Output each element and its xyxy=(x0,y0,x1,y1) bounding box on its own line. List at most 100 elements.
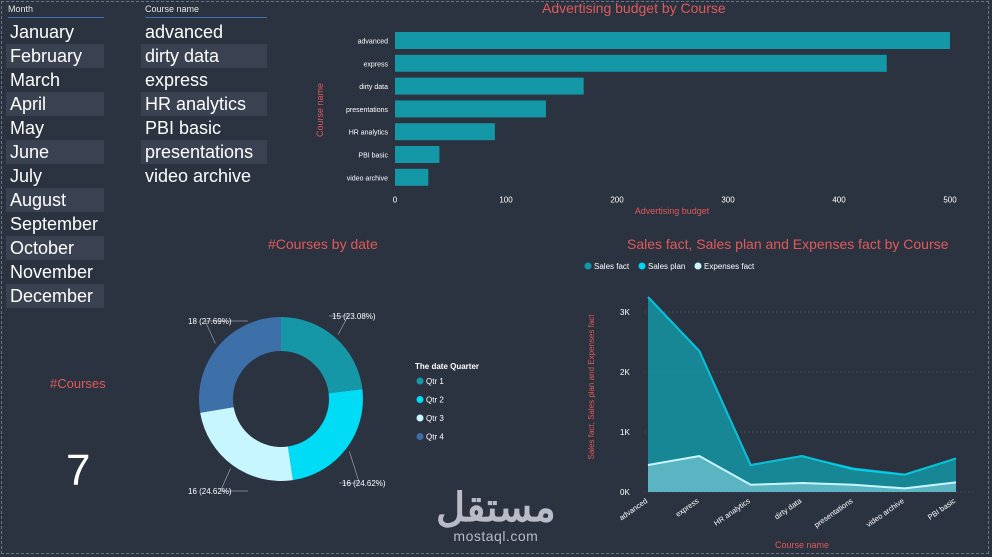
watermark-arabic: مستقل xyxy=(436,486,556,530)
legend-qtr-4: Qtr 4 xyxy=(426,433,444,442)
area-x-tick-pbi-basic: PBI basic xyxy=(926,496,957,522)
bar-dirty-data xyxy=(395,77,584,95)
area-y-tick-2000: 2K xyxy=(620,368,630,377)
bar-presentations xyxy=(395,100,546,118)
donut-leader-qtr-4 xyxy=(204,320,248,344)
kpi-value: 7 xyxy=(66,446,91,495)
x-tick-100: 100 xyxy=(499,196,513,205)
bar-label-express: express xyxy=(363,61,388,68)
course-item-advanced[interactable]: advanced xyxy=(145,22,224,42)
x-tick-500: 500 xyxy=(943,196,957,205)
bar-label-dirty-data: dirty data xyxy=(359,84,388,91)
kpi-label: #Courses xyxy=(50,376,106,391)
bar-label-hr-analytics: HR analytics xyxy=(349,130,389,137)
course-item-presentations[interactable]: presentations xyxy=(141,140,267,164)
donut-slice-qtr-4 xyxy=(199,317,281,413)
month-item-november[interactable]: November xyxy=(10,262,94,282)
donut-label-qtr-3: 16 (24.62%) xyxy=(188,487,232,496)
month-item-september[interactable]: September xyxy=(10,214,99,234)
bar-label-pbi-basic: PBI basic xyxy=(358,153,388,160)
area-y-tick-1000: 1K xyxy=(620,428,630,437)
month-item-july[interactable]: July xyxy=(10,166,43,186)
area-legend-dot-expenses-fact xyxy=(694,262,702,270)
advertising-bar-chart: advanced express dirty data presentations HR… xyxy=(315,32,957,216)
month-item-december[interactable]: December xyxy=(6,284,104,308)
bar-label-presentations: presentations xyxy=(346,107,389,114)
donut-chart-title: #Courses by date xyxy=(268,236,378,252)
donut-legend-title: The date Quarter xyxy=(415,362,479,371)
bar-y-axis-label: Course name xyxy=(315,83,325,137)
x-tick-300: 300 xyxy=(721,196,735,205)
course-slicer[interactable]: advanced dirty data express HR analytics PBI… xyxy=(141,20,267,188)
month-slicer[interactable]: January February March April May June July Augu… xyxy=(6,20,104,308)
month-item-january[interactable]: January xyxy=(10,22,75,42)
donut-label-qtr-4: 18 (27.69%) xyxy=(188,317,232,326)
month-item-october[interactable]: October xyxy=(6,236,104,260)
month-item-may[interactable]: May xyxy=(10,118,45,138)
legend-qtr-2: Qtr 2 xyxy=(426,396,444,405)
course-slicer-header: Course name xyxy=(145,4,267,18)
area-legend-sales-fact: Sales fact xyxy=(594,262,630,271)
donut-leader-qtr-3 xyxy=(219,468,248,492)
bar-hr-analytics xyxy=(395,123,495,141)
course-item-dirty-data[interactable]: dirty data xyxy=(141,44,267,68)
bar-express xyxy=(395,54,887,72)
area-expenses-fact xyxy=(648,456,956,492)
donut-leader-qtr-1 xyxy=(329,315,349,335)
month-slicer-header: Month xyxy=(8,4,104,18)
area-x-tick-express: express xyxy=(674,496,701,519)
donut-slice-qtr-2 xyxy=(287,389,363,481)
area-x-tick-dirty-data: dirty data xyxy=(773,496,804,522)
donut-label-qtr-1: 15 (23.08%) xyxy=(332,312,376,321)
legend-dot-qtr-4 xyxy=(416,433,424,440)
x-tick-400: 400 xyxy=(832,196,846,205)
area-y-tick-0: 0K xyxy=(620,488,630,497)
area-x-tick-presentations: presentations xyxy=(812,496,854,529)
area-x-tick-video-archive: video archive xyxy=(864,496,905,529)
bar-x-axis-label: Advertising budget xyxy=(635,206,710,216)
watermark-latin: mostaql.com xyxy=(453,528,539,544)
month-item-august[interactable]: August xyxy=(6,188,104,212)
x-tick-0: 0 xyxy=(393,196,398,205)
area-sales-fact xyxy=(648,297,956,492)
course-item-express[interactable]: express xyxy=(145,70,209,90)
area-x-tick-advanced: advanced xyxy=(617,496,649,522)
legend-qtr-1: Qtr 1 xyxy=(426,377,444,386)
bar-advanced xyxy=(395,32,950,49)
legend-dot-qtr-1 xyxy=(416,377,424,385)
bar-label-advanced: advanced xyxy=(358,39,388,46)
month-item-march[interactable]: March xyxy=(10,70,61,90)
month-item-june[interactable]: June xyxy=(6,140,104,164)
month-item-february[interactable]: February xyxy=(6,44,104,68)
course-item-video-archive[interactable]: video archive xyxy=(145,166,252,186)
legend-qtr-3: Qtr 3 xyxy=(426,414,444,423)
donut-leader-qtr-2 xyxy=(339,451,360,484)
donut-slice-qtr-1 xyxy=(281,317,363,394)
legend-dot-qtr-3 xyxy=(416,414,424,422)
courses-donut-chart: 15 (23.08%) 16 (24.62%) 16 (24.62%) 18 (27.… xyxy=(188,312,479,496)
course-item-pbi-basic[interactable]: PBI basic xyxy=(145,118,222,138)
area-legend-expenses-fact: Expenses fact xyxy=(704,262,755,271)
area-legend-sales-plan: Sales plan xyxy=(648,262,685,271)
area-legend-dot-sales-plan xyxy=(638,262,646,270)
area-y-tick-3000: 3K xyxy=(620,308,630,317)
donut-slice-qtr-3 xyxy=(200,407,293,481)
sales-area-chart: Sales fact Sales plan Expenses fact 0K 1K 2K 3… xyxy=(584,262,976,550)
area-y-axis-label: Sales fact, Sales plan and Expenses fact xyxy=(587,314,596,460)
bar-label-video-archive: video archive xyxy=(347,175,388,182)
watermark: مستقل mostaql.com xyxy=(436,488,556,544)
line-sales-fact xyxy=(647,296,957,475)
donut-label-qtr-2: 16 (24.62%) xyxy=(342,479,386,488)
bar-video-archive xyxy=(395,168,429,186)
month-item-april[interactable]: April xyxy=(6,92,104,116)
area-x-tick-hr-analytics: HR analytics xyxy=(712,496,752,528)
x-tick-200: 200 xyxy=(610,196,624,205)
legend-dot-qtr-2 xyxy=(416,396,424,403)
bar-pbi-basic xyxy=(395,146,440,163)
line-expenses-fact xyxy=(647,454,957,490)
area-chart-title: Sales fact, Sales plan and Expenses fact… xyxy=(627,236,949,252)
bar-chart-title: Advertising budget by Course xyxy=(542,0,726,16)
area-legend-dot-sales-fact xyxy=(584,262,592,270)
course-item-hr-analytics[interactable]: HR analytics xyxy=(141,92,267,116)
